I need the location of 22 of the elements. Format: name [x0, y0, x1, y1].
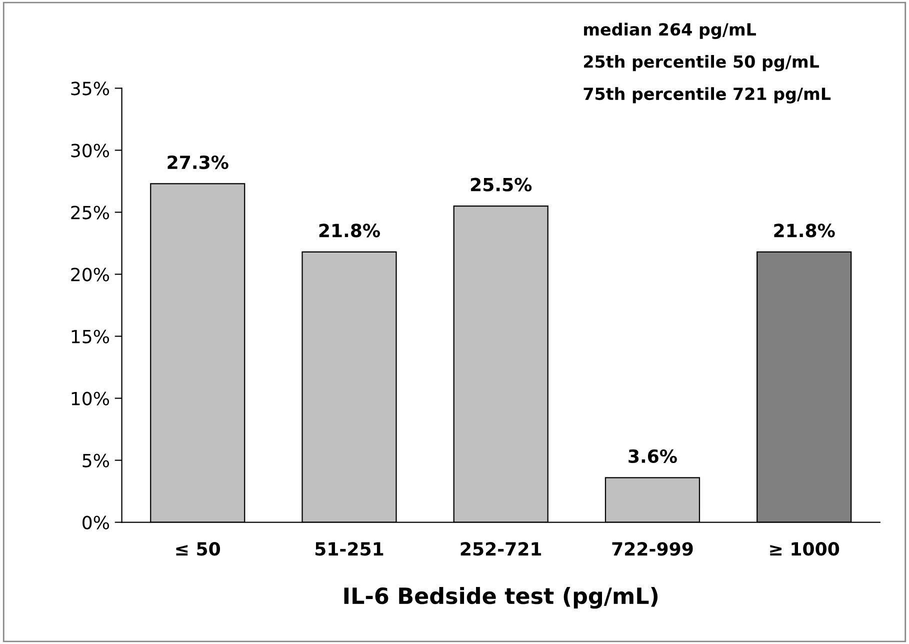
- x-tick-label: 51-251: [315, 542, 384, 556]
- data-label: 3.6%: [628, 449, 677, 464]
- text: median 264 pg/mL: [584, 22, 756, 40]
- x-tick-label: ≤ 50: [176, 542, 220, 556]
- text: 25th percentile 50 pg/mL: [584, 54, 819, 72]
- x-tick-label: ≥ 1000: [770, 542, 840, 556]
- y-tick-label: 15%: [72, 330, 110, 344]
- x-axis-title: IL-6 Bedside test (pg/mL): [344, 586, 658, 609]
- data-label: 21.8%: [774, 224, 835, 238]
- y-tick-label: 5%: [82, 454, 110, 468]
- y-tick-label: 35%: [71, 82, 110, 96]
- data-label: 21.8%: [319, 224, 380, 238]
- y-tick-label: 10%: [72, 392, 110, 406]
- y-tick-label: 0%: [82, 516, 110, 530]
- annotation: 75th percentile 721 pg/mL: [584, 87, 831, 104]
- y-tick-label: 25%: [71, 206, 110, 220]
- data-label: 27.3%: [168, 155, 228, 170]
- y-tick-label: 30%: [71, 144, 110, 158]
- y-tick-label: 20%: [71, 268, 110, 282]
- x-tick-label: 252-721: [460, 542, 542, 556]
- x-tick-label: 722-999: [612, 542, 693, 556]
- data-label: 25.5%: [470, 178, 532, 192]
